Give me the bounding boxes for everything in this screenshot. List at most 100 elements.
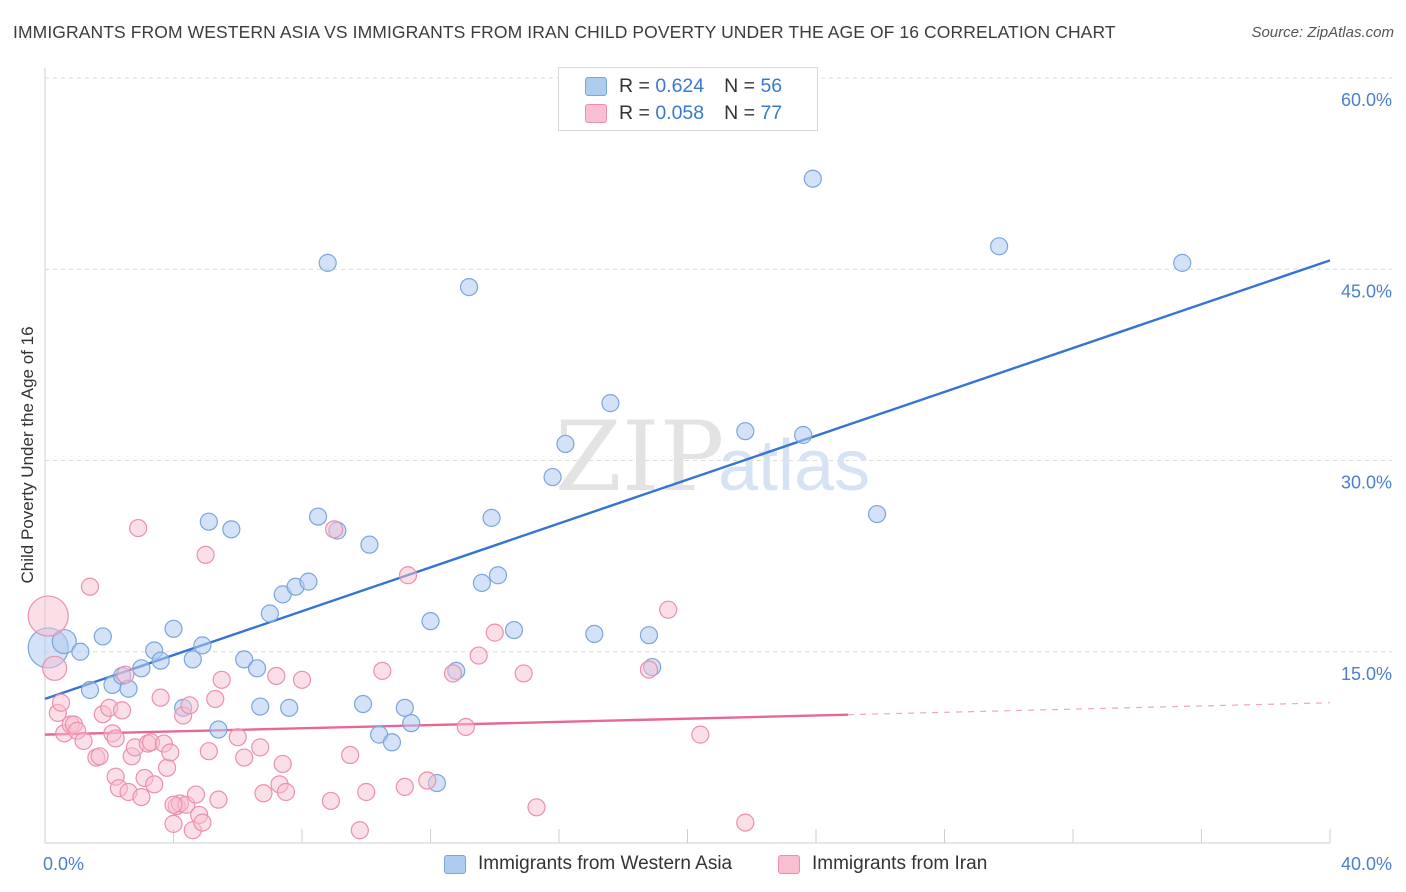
point-western-asia [308, 507, 328, 526]
point-iran [106, 729, 125, 748]
point-iran [514, 664, 533, 683]
point-western-asia [395, 698, 414, 717]
point-iran [180, 696, 199, 715]
point-western-asia [601, 394, 620, 413]
point-western-asia [488, 566, 508, 585]
point-iran [80, 577, 100, 596]
trend-line-western-asia [44, 259, 1331, 701]
point-iran [357, 782, 376, 802]
point-western-asia [164, 619, 183, 638]
point-iran [116, 665, 135, 684]
point-iran [691, 725, 710, 744]
point-iran [206, 689, 225, 709]
point-iran [273, 754, 292, 774]
bottom-legend-label: Immigrants from Western Asia [478, 853, 733, 874]
point-iran [736, 813, 755, 832]
bottom-legend-swatch-pink [778, 854, 800, 874]
point-western-asia [151, 651, 170, 670]
point-western-asia [543, 467, 562, 487]
legend-r-label: R = [619, 101, 650, 124]
point-iran [527, 798, 546, 817]
point-western-asia [402, 714, 421, 733]
point-iran [292, 670, 312, 689]
point-iran [209, 790, 228, 809]
point-western-asia [360, 535, 379, 554]
point-iran [639, 660, 659, 679]
point-western-asia [459, 278, 479, 297]
point-western-asia [990, 237, 1009, 256]
point-iran [151, 688, 170, 707]
point-iran [373, 661, 392, 680]
point-western-asia [183, 650, 202, 669]
bottom-legend-iran: Immigrants from Iran [778, 851, 987, 877]
point-western-asia [51, 628, 77, 655]
point-iran [132, 787, 151, 807]
legend-row-western-asia: R = 0.624 N = 56 [585, 73, 782, 99]
point-iran [199, 742, 218, 761]
watermark: ZIP atlas [555, 401, 870, 513]
tick-labels: 15.0% 30.0% 45.0% 60.0% 0.0% 40.0% [43, 90, 1392, 874]
legend-row-iran: R = 0.058 N = 77 [585, 100, 782, 126]
point-western-asia [504, 620, 524, 640]
point-iran [395, 777, 414, 797]
point-western-asia [280, 698, 299, 717]
point-western-asia [736, 422, 755, 441]
point-western-asia [299, 572, 318, 591]
point-western-asia [80, 680, 100, 700]
bottom-legend-swatch-blue [444, 854, 466, 874]
point-western-asia [803, 169, 822, 188]
point-western-asia [382, 733, 402, 752]
point-western-asia [585, 624, 604, 644]
point-iran [145, 775, 164, 794]
legend-r-label: R = [619, 74, 650, 97]
point-iran [164, 795, 183, 814]
source-credit: Source: ZipAtlas.com [1251, 24, 1394, 41]
point-iran [325, 520, 344, 539]
point-iran [254, 784, 273, 803]
point-western-asia [421, 612, 440, 631]
data-points [27, 169, 1192, 840]
point-iran [267, 666, 286, 686]
bottom-legend-western-asia: Immigrants from Western Asia [444, 851, 732, 877]
legend-n-label: N = [724, 101, 756, 124]
point-western-asia [867, 504, 887, 524]
y-tick-label: 45.0% [1341, 281, 1392, 301]
point-iran [112, 701, 132, 720]
point-iran [659, 600, 678, 619]
point-iran [235, 748, 254, 767]
point-western-asia [132, 659, 151, 678]
point-iran [228, 728, 247, 747]
point-western-asia [251, 697, 270, 716]
legend-swatch-blue [585, 76, 607, 96]
point-iran [321, 791, 341, 811]
stats-legend: R = 0.624 N = 56 R = 0.058 N = 77 [558, 67, 818, 131]
x-tick-label: 0.0% [43, 854, 84, 874]
watermark-zip: ZIP [555, 401, 724, 513]
trend-line-iran-extension [848, 702, 1331, 716]
point-iran [129, 518, 148, 538]
point-iran [90, 747, 109, 766]
point-western-asia [93, 627, 112, 646]
point-western-asia [482, 508, 501, 527]
trend-line-iran [44, 713, 849, 736]
grid-lines [45, 77, 1392, 653]
legend-r-value: 0.058 [655, 101, 705, 124]
point-iran [186, 785, 206, 804]
point-iran [196, 545, 215, 564]
point-iran [341, 745, 360, 765]
point-western-asia [1173, 253, 1192, 272]
point-iran [161, 743, 180, 762]
point-iran [276, 782, 296, 802]
trend-lines [44, 259, 1331, 736]
legend-n-value: 77 [760, 101, 783, 124]
point-western-asia [353, 694, 373, 714]
point-western-asia [247, 659, 267, 678]
point-western-asia [71, 642, 90, 661]
y-axis-label: Child Poverty Under the Age of 16 [18, 326, 37, 583]
x-tick-label: 40.0% [1341, 854, 1392, 874]
point-western-asia [235, 650, 254, 669]
point-iran [157, 758, 177, 777]
point-iran [469, 646, 488, 665]
point-iran [456, 717, 475, 737]
point-western-asia [639, 626, 659, 645]
